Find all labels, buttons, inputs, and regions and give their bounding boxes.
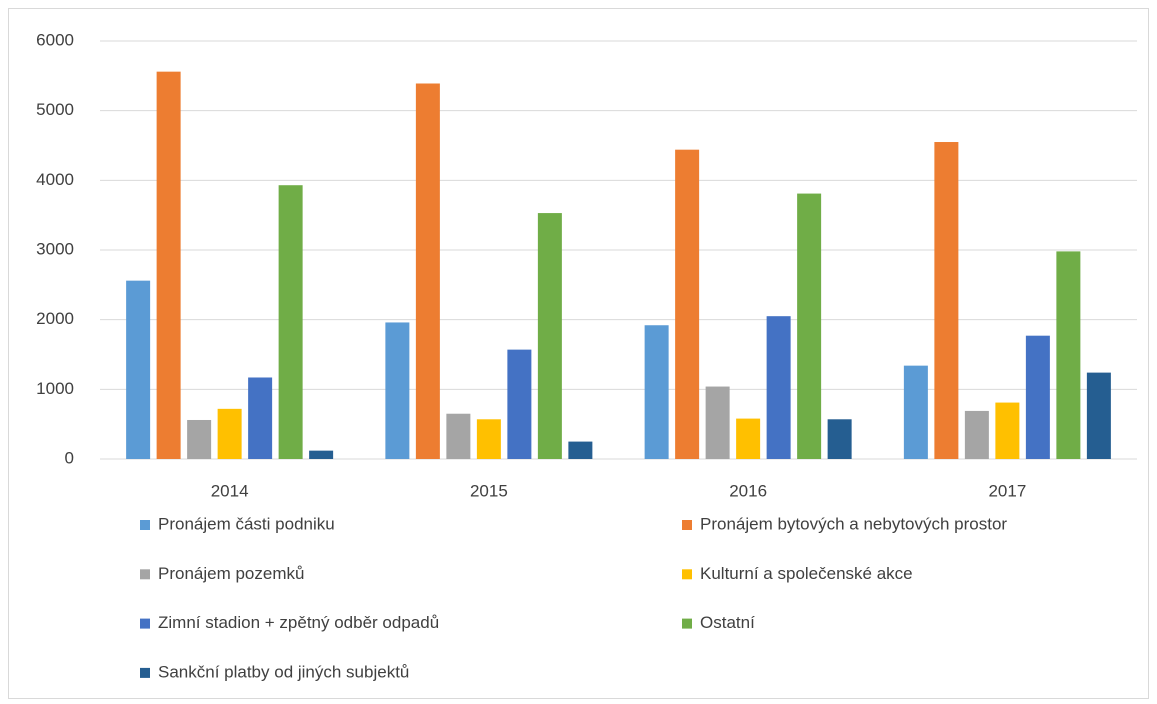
bar (705, 386, 730, 459)
y-tick-label: 0 (65, 448, 74, 467)
bar (507, 349, 532, 459)
y-tick-label: 2000 (36, 309, 74, 328)
legend-swatch (140, 618, 150, 629)
x-tick-label: 2017 (988, 481, 1026, 500)
bar (278, 185, 303, 459)
bar (736, 418, 761, 459)
bar (415, 83, 440, 459)
legend-swatch (140, 667, 150, 678)
legend-swatch (682, 569, 692, 580)
bar (156, 71, 181, 460)
y-tick-label: 4000 (36, 170, 74, 189)
legend-swatch (682, 520, 692, 530)
bar (217, 408, 242, 459)
bar (827, 419, 852, 459)
bar (309, 450, 334, 459)
bar (903, 365, 928, 459)
x-tick-label: 2015 (470, 481, 508, 500)
bar (537, 213, 562, 459)
chart-frame (8, 8, 1149, 699)
bar (964, 410, 989, 459)
legend-label: Kulturní a společenské akce (700, 564, 913, 583)
bar (248, 377, 273, 459)
bar (446, 413, 471, 459)
bar (995, 402, 1020, 459)
bar (568, 441, 593, 459)
bar (476, 419, 501, 459)
bar (675, 149, 700, 459)
legend-label: Pronájem bytových a nebytových prostor (700, 514, 1007, 533)
x-tick-label: 2014 (211, 481, 249, 500)
legend-label: Zimní stadion + zpětný odběr odpadů (158, 613, 439, 632)
bar (1056, 251, 1081, 459)
bar (126, 280, 151, 459)
y-tick-label: 5000 (36, 100, 74, 119)
y-tick-label: 1000 (36, 379, 74, 398)
legend-swatch (682, 618, 692, 629)
bar (187, 419, 212, 459)
legend-label: Ostatní (700, 613, 755, 632)
legend-swatch (140, 569, 150, 580)
bar (385, 322, 410, 459)
bar (1025, 335, 1050, 459)
y-tick-label: 3000 (36, 239, 74, 258)
legend-label: Pronájem části podniku (158, 514, 335, 533)
bar (644, 325, 669, 459)
legend-label: Sankční platby od jiných subjektů (158, 662, 409, 681)
bar (766, 316, 791, 459)
bar (934, 142, 959, 459)
bar (1086, 372, 1111, 459)
bar (797, 193, 822, 459)
legend-swatch (140, 520, 150, 530)
y-tick-label: 6000 (36, 30, 74, 49)
x-tick-label: 2016 (729, 481, 767, 500)
legend-label: Pronájem pozemků (158, 564, 304, 583)
